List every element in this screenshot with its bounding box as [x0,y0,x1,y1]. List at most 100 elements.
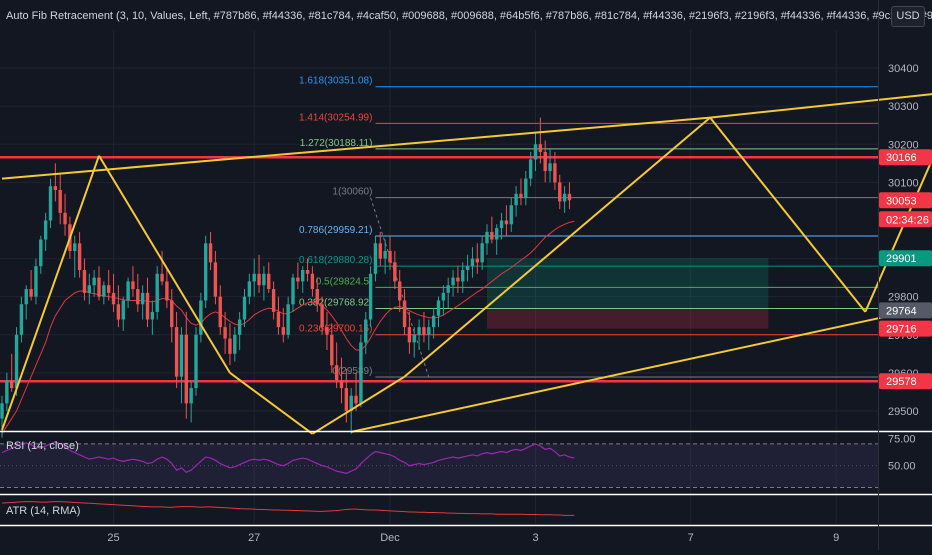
candle[interactable] [34,258,38,305]
candle[interactable] [39,235,43,274]
candle[interactable] [548,148,552,183]
candle[interactable] [499,212,504,240]
candle[interactable] [364,311,368,354]
candle[interactable] [330,323,334,373]
candle[interactable] [305,258,310,282]
pattern-line[interactable] [403,116,711,378]
candle[interactable] [218,285,222,335]
rsi-panel[interactable] [0,441,878,489]
candle[interactable] [43,212,48,251]
candle[interactable] [126,277,130,309]
candle[interactable] [562,186,567,213]
candle[interactable] [320,296,324,335]
candle[interactable] [267,262,271,293]
candle[interactable] [10,353,14,392]
candle[interactable] [528,151,533,187]
candle[interactable] [136,273,140,312]
candle[interactable] [150,300,155,335]
candle[interactable] [495,224,499,255]
price-axis[interactable]: 3040030300302003010029900298002970029600… [888,63,919,473]
candle[interactable] [155,266,159,320]
candle[interactable] [393,250,397,290]
candle[interactable] [431,308,436,339]
pattern-line[interactable] [311,375,406,435]
candle[interactable] [63,193,67,236]
candles-layer[interactable] [0,117,572,438]
candle[interactable] [102,281,106,305]
candle[interactable] [291,273,295,312]
candle[interactable] [87,273,91,305]
candle[interactable] [82,258,87,301]
pattern-line[interactable] [229,372,313,435]
candle[interactable] [199,292,203,343]
candle[interactable] [24,285,28,320]
candle[interactable] [509,197,513,232]
candle[interactable] [465,254,470,282]
candle[interactable] [334,342,339,389]
candle[interactable] [208,231,213,270]
atr-panel[interactable] [1,501,575,516]
candle[interactable] [204,235,208,309]
candle[interactable] [271,281,276,320]
candle[interactable] [475,243,479,274]
pattern-line[interactable] [1,155,100,431]
candle[interactable] [97,266,101,301]
candle[interactable] [538,117,543,164]
candle[interactable] [237,311,242,350]
candle[interactable] [436,296,441,328]
candle[interactable] [301,266,305,293]
candle[interactable] [339,357,344,404]
candle[interactable] [194,327,198,396]
candle[interactable] [58,174,62,225]
candle[interactable] [354,372,358,411]
candle[interactable] [281,308,285,343]
candle[interactable] [514,186,518,217]
candle[interactable] [73,235,77,278]
candle[interactable] [48,178,53,229]
candle[interactable] [524,170,528,206]
candle[interactable] [247,273,252,305]
candle[interactable] [543,140,547,183]
candle[interactable] [553,151,557,190]
candle[interactable] [286,296,290,339]
candle[interactable] [504,205,509,236]
candle[interactable] [567,182,572,210]
candle[interactable] [252,258,256,297]
candle[interactable] [174,311,179,389]
candle[interactable] [111,273,116,312]
candle[interactable] [456,266,460,293]
candle[interactable] [446,277,450,309]
time-axis[interactable]: 2527Dec37915:00 [107,532,932,544]
candle[interactable] [485,224,489,255]
candle[interactable] [276,296,281,335]
indicator-header[interactable]: Auto Fib Retracement (3, 10, Values, Lef… [6,10,932,22]
candle[interactable] [310,266,315,297]
fib-retracement-layer[interactable]: 1.618(30351.08) 1.414(30254.99) 1.272(3018… [299,76,878,378]
candle[interactable] [145,277,150,328]
candle[interactable] [179,327,184,404]
candle[interactable] [228,323,232,366]
candle[interactable] [451,270,455,297]
candle[interactable] [407,311,412,354]
atr-label[interactable]: ATR (14, RMA) [6,505,80,517]
candle[interactable] [349,388,353,434]
candle[interactable] [441,285,446,316]
candle[interactable] [422,311,426,343]
candle[interactable] [417,319,421,350]
candle[interactable] [359,334,363,408]
candle[interactable] [189,380,193,423]
candle[interactable] [373,235,378,282]
candle[interactable] [165,270,169,309]
candle[interactable] [383,239,387,274]
candle[interactable] [480,235,484,270]
candle[interactable] [296,262,300,290]
candle[interactable] [121,296,125,331]
candle[interactable] [315,277,319,312]
pattern-line[interactable] [709,116,867,313]
candle[interactable] [325,311,329,350]
candle[interactable] [5,372,9,411]
candle[interactable] [368,266,373,328]
candle[interactable] [213,250,218,305]
candle[interactable] [29,270,33,301]
